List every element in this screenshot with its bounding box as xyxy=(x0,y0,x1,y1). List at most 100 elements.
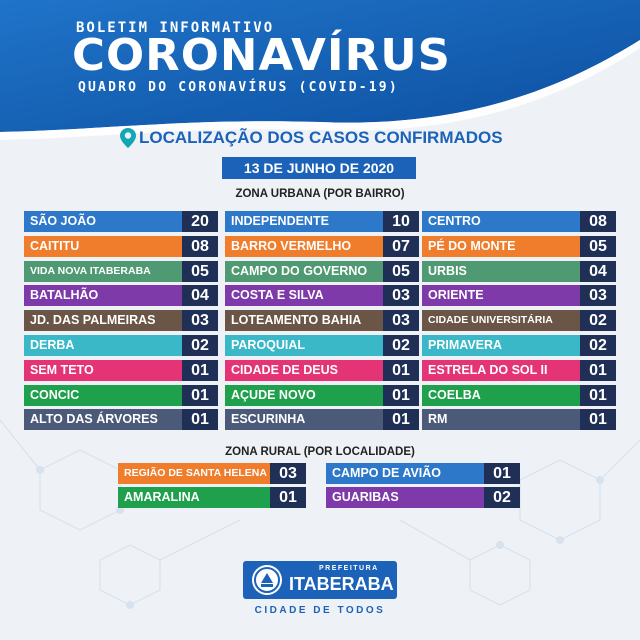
case-count: 05 xyxy=(182,260,218,282)
case-count: 07 xyxy=(383,235,419,257)
bulletin-kicker: BOLETIM INFORMATIVO xyxy=(76,20,275,36)
case-count: 01 xyxy=(580,409,616,431)
case-count: 08 xyxy=(580,211,616,232)
bairro-row: LOTEAMENTO BAHIA 03 xyxy=(225,310,419,332)
case-count: 01 xyxy=(580,359,616,381)
localidade-row: REGIÃO DE SANTA HELENA 03 xyxy=(118,463,306,484)
city-logo: PREFEITURA ITABERABA xyxy=(243,561,397,599)
bairro-name: PAROQUIAL xyxy=(225,335,383,356)
bairro-name: LOTEAMENTO BAHIA xyxy=(225,310,383,332)
bairro-name: DERBA xyxy=(24,335,182,356)
localidade-row: CAMPO DE AVIÃO 01 xyxy=(326,463,520,484)
case-count: 03 xyxy=(580,285,616,307)
case-count: 01 xyxy=(580,384,616,406)
case-count: 01 xyxy=(182,359,218,381)
bairro-name: COSTA E SILVA xyxy=(225,285,383,307)
bairro-row: ESCURINHA 01 xyxy=(225,409,419,431)
case-count: 01 xyxy=(182,409,218,431)
bairro-row: CAITITU 08 xyxy=(24,235,218,257)
bairro-name: SEM TETO xyxy=(24,359,182,381)
case-count: 04 xyxy=(182,285,218,307)
bairro-name: RM xyxy=(422,409,580,431)
page-subtitle: QUADRO DO CORONAVÍRUS (COVID-19) xyxy=(78,80,399,95)
bairro-row: PÉ DO MONTE 05 xyxy=(422,235,616,257)
bairro-row: ORIENTE 03 xyxy=(422,285,616,307)
report-date: 13 DE JUNHO DE 2020 xyxy=(222,157,416,179)
case-count: 03 xyxy=(270,463,306,484)
case-count: 01 xyxy=(383,359,419,381)
rural-zone-heading: ZONA RURAL (POR LOCALIDADE) xyxy=(225,446,415,458)
bairro-row: JD. DAS PALMEIRAS 03 xyxy=(24,310,218,332)
bairro-row: DERBA 02 xyxy=(24,335,218,356)
case-count: 01 xyxy=(383,384,419,406)
case-count: 01 xyxy=(484,463,520,484)
bairro-name: INDEPENDENTE xyxy=(225,211,383,232)
case-count: 10 xyxy=(383,211,419,232)
bairro-row: CIDADE DE DEUS 01 xyxy=(225,359,419,381)
case-count: 03 xyxy=(182,310,218,332)
bairro-name: ALTO DAS ÁRVORES xyxy=(24,409,182,431)
case-count: 03 xyxy=(383,285,419,307)
localidade-name: GUARIBAS xyxy=(326,487,484,508)
case-count: 02 xyxy=(580,310,616,332)
bairro-row: COELBA 01 xyxy=(422,384,616,406)
bairro-row: CENTRO 08 xyxy=(422,211,616,232)
bairro-name: CIDADE DE DEUS xyxy=(225,359,383,381)
bairro-name: CONCIC xyxy=(24,384,182,406)
bairro-name: CIDADE UNIVERSITÁRIA xyxy=(422,310,580,332)
case-count: 05 xyxy=(580,235,616,257)
case-count: 04 xyxy=(580,260,616,282)
case-count: 02 xyxy=(484,487,520,508)
bairro-row: RM 01 xyxy=(422,409,616,431)
bairro-name: BARRO VERMELHO xyxy=(225,235,383,257)
case-count: 20 xyxy=(182,211,218,232)
bairro-row: ESTRELA DO SOL II 01 xyxy=(422,359,616,381)
bairro-name: VIDA NOVA ITABERABA xyxy=(24,260,182,282)
urban-zone-heading: ZONA URBANA (POR BAIRRO) xyxy=(235,188,405,200)
page-title: CORONAVÍRUS xyxy=(72,30,452,81)
bairro-row: SEM TETO 01 xyxy=(24,359,218,381)
case-count: 03 xyxy=(383,310,419,332)
bairro-name: ESCURINHA xyxy=(225,409,383,431)
bairro-name: URBIS xyxy=(422,260,580,282)
location-heading: LOCALIZAÇÃO DOS CASOS CONFIRMADOS xyxy=(120,128,503,148)
bairro-row: COSTA E SILVA 03 xyxy=(225,285,419,307)
case-count: 02 xyxy=(182,335,218,356)
bairro-name: COELBA xyxy=(422,384,580,406)
bairro-name: CAITITU xyxy=(24,235,182,257)
localidade-row: AMARALINA 01 xyxy=(118,487,306,508)
bairro-name: JD. DAS PALMEIRAS xyxy=(24,310,182,332)
localidade-name: REGIÃO DE SANTA HELENA xyxy=(118,463,270,484)
bairro-row: INDEPENDENTE 10 xyxy=(225,211,419,232)
location-title: LOCALIZAÇÃO DOS CASOS CONFIRMADOS xyxy=(139,128,503,147)
localidade-row: GUARIBAS 02 xyxy=(326,487,520,508)
bairro-name: AÇUDE NOVO xyxy=(225,384,383,406)
map-pin-icon xyxy=(120,128,136,148)
bairro-name: ESTRELA DO SOL II xyxy=(422,359,580,381)
bairro-row: CAMPO DO GOVERNO 05 xyxy=(225,260,419,282)
localidade-name: CAMPO DE AVIÃO xyxy=(326,463,484,484)
bairro-row: PRIMAVERA 02 xyxy=(422,335,616,356)
bairro-row: ALTO DAS ÁRVORES 01 xyxy=(24,409,218,431)
case-count: 08 xyxy=(182,235,218,257)
city-emblem-icon xyxy=(252,565,282,595)
case-count: 05 xyxy=(383,260,419,282)
bairro-name: CAMPO DO GOVERNO xyxy=(225,260,383,282)
case-count: 02 xyxy=(383,335,419,356)
bairro-row: BARRO VERMELHO 07 xyxy=(225,235,419,257)
logo-prefix: PREFEITURA xyxy=(319,565,379,572)
logo-name: ITABERABA xyxy=(289,574,394,594)
bairro-name: SÃO JOÃO xyxy=(24,211,182,232)
header-banner xyxy=(0,0,640,132)
bairro-row: SÃO JOÃO 20 xyxy=(24,211,218,232)
bairro-name: PRIMAVERA xyxy=(422,335,580,356)
bairro-row: BATALHÃO 04 xyxy=(24,285,218,307)
bairro-row: AÇUDE NOVO 01 xyxy=(225,384,419,406)
case-count: 01 xyxy=(383,409,419,431)
bairro-row: VIDA NOVA ITABERABA 05 xyxy=(24,260,218,282)
bairro-row: PAROQUIAL 02 xyxy=(225,335,419,356)
bairro-row: CIDADE UNIVERSITÁRIA 02 xyxy=(422,310,616,332)
case-count: 01 xyxy=(270,487,306,508)
bairro-row: URBIS 04 xyxy=(422,260,616,282)
bairro-name: CENTRO xyxy=(422,211,580,232)
